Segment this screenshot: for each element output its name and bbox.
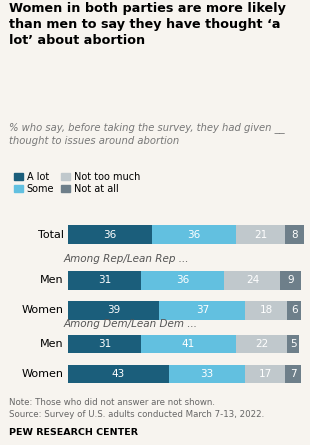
Text: Among Rep/Lean Rep ...: Among Rep/Lean Rep ... [64, 254, 189, 263]
Text: 24: 24 [246, 275, 259, 286]
Bar [159, 301, 246, 320]
Text: 6: 6 [291, 305, 298, 316]
Text: Among Dem/Lean Dem ...: Among Dem/Lean Dem ... [64, 319, 197, 328]
Text: 17: 17 [259, 369, 272, 379]
Text: Men: Men [40, 275, 64, 286]
Text: 36: 36 [176, 275, 189, 286]
Bar [68, 335, 140, 353]
Bar [68, 365, 169, 383]
Legend: A lot, Some, Not too much, Not at all: A lot, Some, Not too much, Not at all [14, 172, 140, 194]
Bar [236, 335, 287, 353]
Text: Men: Men [40, 339, 64, 349]
Text: Women: Women [21, 305, 64, 316]
Text: 33: 33 [200, 369, 214, 379]
Bar [140, 335, 236, 353]
Text: 7: 7 [290, 369, 297, 379]
Bar [68, 271, 140, 290]
Text: 36: 36 [188, 230, 201, 239]
Bar [169, 365, 246, 383]
Text: Total: Total [38, 230, 64, 239]
Bar [140, 271, 224, 290]
Text: Women: Women [21, 369, 64, 379]
Bar [68, 226, 152, 244]
Text: 37: 37 [196, 305, 209, 316]
Text: 5: 5 [290, 339, 297, 349]
Text: Women in both parties are more likely
than men to say they have thought ‘a
lot’ : Women in both parties are more likely th… [9, 2, 286, 47]
Text: 36: 36 [104, 230, 117, 239]
Bar [246, 365, 285, 383]
Text: 39: 39 [107, 305, 120, 316]
Bar [281, 271, 301, 290]
Bar [152, 226, 236, 244]
Text: 43: 43 [112, 369, 125, 379]
Text: 41: 41 [182, 339, 195, 349]
Text: 21: 21 [254, 230, 267, 239]
Bar [236, 226, 285, 244]
Bar [285, 365, 301, 383]
Text: 18: 18 [260, 305, 273, 316]
Bar [285, 226, 304, 244]
Text: 22: 22 [255, 339, 268, 349]
Bar [246, 301, 287, 320]
Text: PEW RESEARCH CENTER: PEW RESEARCH CENTER [9, 428, 138, 437]
Text: Note: Those who did not answer are not shown.
Source: Survey of U.S. adults cond: Note: Those who did not answer are not s… [9, 398, 264, 419]
Bar [287, 335, 299, 353]
Bar [224, 271, 281, 290]
Bar [287, 301, 301, 320]
Text: 8: 8 [291, 230, 298, 239]
Text: 31: 31 [98, 339, 111, 349]
Text: % who say, before taking the survey, they had given __
thought to issues around : % who say, before taking the survey, the… [9, 122, 285, 146]
Text: 31: 31 [98, 275, 111, 286]
Text: 9: 9 [288, 275, 294, 286]
Bar [68, 301, 159, 320]
